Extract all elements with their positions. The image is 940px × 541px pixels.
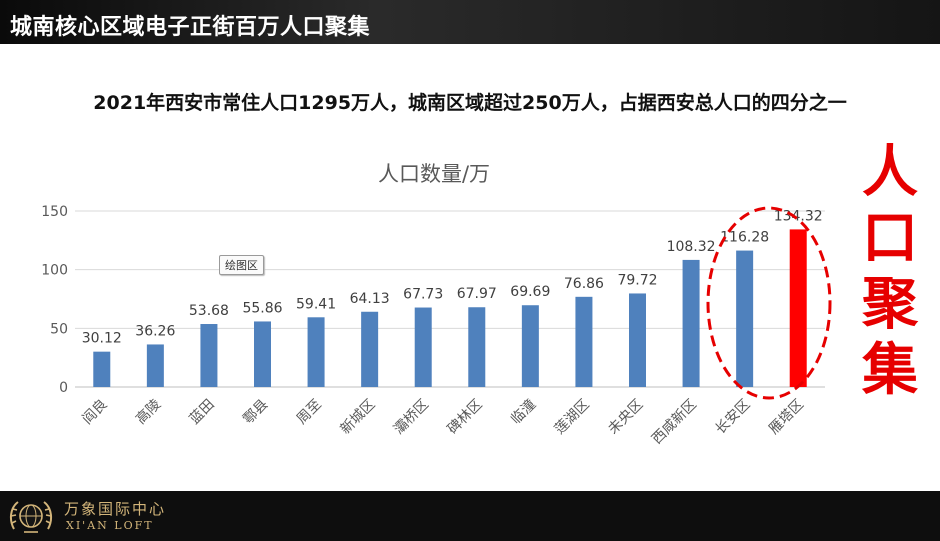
data-label: 134.32 (774, 208, 823, 224)
logo-seal-icon (9, 501, 53, 533)
x-tick-label: 未央区 (605, 397, 646, 438)
bar (468, 307, 486, 387)
bar (146, 344, 164, 387)
data-label: 116.28 (720, 230, 769, 246)
side-char: 口 (862, 206, 918, 271)
page-title: 城南核心区域电子正街百万人口聚集 (10, 15, 371, 40)
x-tick-label: 阎良 (80, 397, 111, 428)
data-label: 67.73 (403, 287, 443, 303)
data-label: 76.86 (564, 276, 604, 292)
data-label: 55.86 (242, 300, 282, 316)
side-label: 人 口 聚 集 (852, 140, 928, 404)
bar-chart: 人口数量/万 0 50 100 150 30.12 36.26 53.68 55.86 59.… (41, 162, 832, 448)
bar (414, 307, 432, 387)
data-label: 79.72 (617, 272, 657, 288)
side-char: 人 (862, 140, 918, 205)
y-tick-label: 50 (50, 321, 68, 337)
bar (575, 296, 593, 387)
bar (682, 259, 700, 387)
bar (361, 311, 379, 387)
x-tick-label: 新城区 (337, 397, 378, 438)
logo-chinese-name: 万象国际中心 (64, 500, 167, 518)
data-label: 36.26 (135, 323, 175, 339)
headline-text: 2021年西安市常住人口1295万人，城南区域超过250万人，占据西安总人口的四… (93, 92, 847, 114)
gridlines (75, 210, 825, 388)
highlight-ellipse (706, 206, 832, 400)
y-tick-label: 150 (41, 204, 68, 220)
side-char: 集 (862, 338, 918, 403)
data-label: 64.13 (350, 291, 390, 307)
bar (629, 293, 646, 387)
data-label: 69.69 (510, 284, 550, 300)
x-tick-label: 长安区 (712, 397, 753, 438)
logo-english-name: XI'AN LOFT (66, 519, 154, 532)
data-label: 108.32 (667, 239, 716, 255)
side-char: 聚 (862, 272, 918, 337)
data-labels: 30.12 36.26 53.68 55.86 59.41 64.13 67.73 67.97… (82, 208, 823, 346)
footer: 万象国际中心 XI'AN LOFT (0, 491, 940, 541)
x-tick-label: 灞桥区 (391, 397, 432, 438)
x-tick-label: 鄠县 (240, 397, 271, 428)
title-bar: 城南核心区域电子正街百万人口聚集 (0, 0, 940, 44)
x-tick-label: 碑林区 (445, 397, 486, 438)
bar (307, 317, 325, 387)
x-tick-label: 高陵 (132, 396, 164, 428)
x-tick-label: 雁塔区 (766, 397, 807, 438)
bar (200, 324, 218, 387)
x-axis-ticks: 阎良 高陵 蓝田 鄠县 周至 新城区 灞桥区 碑林区 临潼 莲湖区 未央区 西咸新区 长安区 雁塔区 (80, 396, 808, 448)
chart-title: 人口数量/万 (378, 162, 490, 186)
data-label: 30.12 (82, 331, 122, 347)
bar-highlight (789, 229, 807, 387)
x-tick-label: 莲湖区 (552, 397, 593, 438)
x-tick-label: 临潼 (507, 396, 539, 428)
data-label: 59.41 (296, 296, 336, 312)
y-tick-label: 0 (59, 380, 68, 396)
y-tick-label: 100 (41, 263, 68, 279)
plot-area-tooltip: 绘图区 (219, 255, 264, 275)
bar (93, 351, 111, 387)
x-tick-label: 西咸新区 (649, 397, 700, 448)
bar (254, 321, 271, 387)
y-axis-ticks: 0 50 100 150 (41, 204, 68, 396)
data-label: 53.68 (189, 303, 229, 319)
data-label: 67.97 (457, 286, 497, 302)
x-tick-label: 蓝田 (187, 397, 218, 428)
bar (521, 305, 539, 387)
bars (93, 229, 807, 387)
bar (736, 250, 754, 387)
x-tick-label: 周至 (294, 397, 325, 428)
